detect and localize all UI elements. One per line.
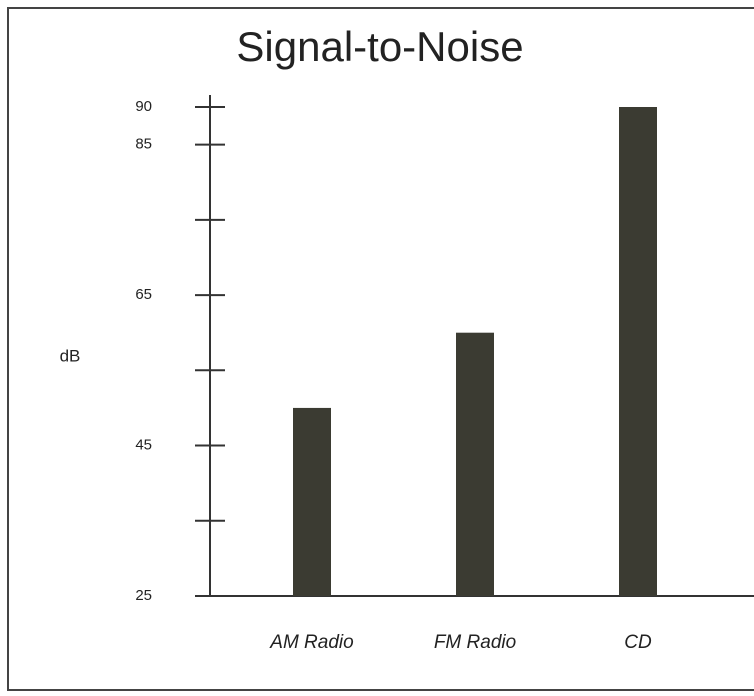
y-tick-label: 45 (135, 437, 152, 454)
x-tick-label: AM Radio (269, 632, 353, 653)
bar (293, 407, 331, 596)
y-tick-label: 85 (135, 136, 152, 153)
x-tick-label: FM Radio (434, 632, 516, 653)
bar (456, 332, 494, 596)
frame (7, 7, 754, 691)
y-tick-label: 65 (135, 286, 152, 303)
y-tick-label: 90 (135, 98, 152, 115)
y-tick-label: 25 (135, 587, 152, 604)
y-axis-label: dB (60, 346, 81, 365)
bar (619, 107, 657, 596)
chart-title: Signal-to-Noise (236, 23, 523, 70)
x-tick-label: CD (624, 632, 652, 653)
